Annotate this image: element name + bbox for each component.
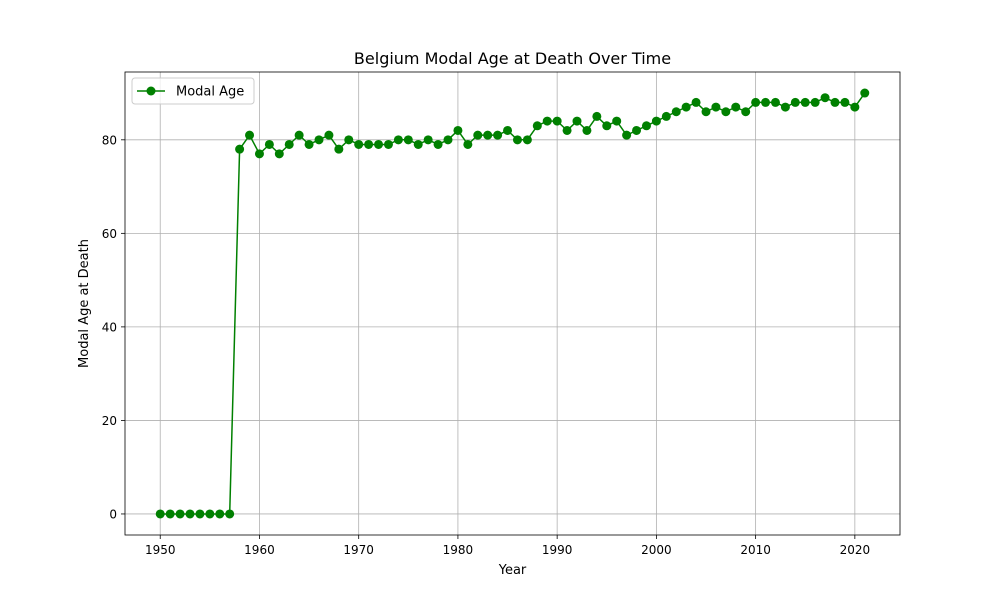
data-point	[582, 125, 592, 135]
data-point	[751, 97, 761, 107]
data-point	[433, 139, 443, 149]
x-tick-label: 2020	[840, 543, 871, 557]
data-point	[622, 130, 632, 140]
y-tick-label: 60	[102, 227, 117, 241]
data-point	[641, 121, 651, 131]
data-point	[671, 107, 681, 117]
data-point	[264, 139, 274, 149]
data-point	[761, 97, 771, 107]
data-point	[542, 116, 552, 126]
x-tick-label: 1980	[443, 543, 474, 557]
data-point	[850, 102, 860, 112]
data-point	[691, 97, 701, 107]
data-point	[483, 130, 493, 140]
chart-title: Belgium Modal Age at Death Over Time	[354, 49, 671, 68]
data-point	[780, 102, 790, 112]
data-point	[403, 135, 413, 145]
x-tick-label: 2010	[740, 543, 771, 557]
data-point	[185, 509, 195, 519]
data-point	[860, 88, 870, 98]
data-point	[651, 116, 661, 126]
grid	[125, 72, 900, 535]
data-point	[731, 102, 741, 112]
plot-frame	[124, 71, 901, 536]
y-axis-label: Modal Age at Death	[77, 239, 92, 368]
legend-box	[131, 77, 255, 105]
data-point	[254, 149, 264, 159]
series-layer	[155, 88, 870, 519]
data-point	[770, 97, 780, 107]
x-tick-label: 1990	[542, 543, 573, 557]
data-point	[175, 509, 185, 519]
data-point	[681, 102, 691, 112]
data-point	[334, 144, 344, 154]
data-point	[711, 102, 721, 112]
data-point	[443, 135, 453, 145]
data-point	[374, 139, 384, 149]
y-tick-label: 40	[102, 320, 117, 334]
data-point	[532, 121, 542, 131]
data-point	[284, 139, 294, 149]
data-point	[503, 125, 513, 135]
data-point	[552, 116, 562, 126]
data-point	[512, 135, 522, 145]
data-point	[423, 135, 433, 145]
data-point	[661, 111, 671, 121]
data-point	[562, 125, 572, 135]
data-point	[205, 509, 215, 519]
legend: Modal Age	[131, 77, 255, 105]
data-point	[721, 107, 731, 117]
data-point	[592, 111, 602, 121]
data-point	[294, 130, 304, 140]
legend-entry-modal-age: Modal Age	[176, 85, 244, 100]
data-point	[314, 135, 324, 145]
data-point	[612, 116, 622, 126]
data-point	[165, 509, 175, 519]
data-point	[324, 130, 334, 140]
data-point	[364, 139, 374, 149]
data-point	[155, 509, 165, 519]
data-point	[790, 97, 800, 107]
y-tick-label: 80	[102, 133, 117, 147]
data-point	[741, 107, 751, 117]
data-point	[195, 509, 205, 519]
x-tick-label: 1950	[145, 543, 176, 557]
x-axis-label: Year	[498, 563, 527, 578]
data-point	[354, 139, 364, 149]
data-point	[522, 135, 532, 145]
data-point	[393, 135, 403, 145]
data-point	[820, 93, 830, 103]
data-point	[413, 139, 423, 149]
data-point	[344, 135, 354, 145]
data-point	[215, 509, 225, 519]
data-point	[632, 125, 642, 135]
data-point	[235, 144, 245, 154]
data-point	[383, 139, 393, 149]
data-point	[453, 125, 463, 135]
data-point	[245, 130, 255, 140]
data-point	[572, 116, 582, 126]
data-point	[701, 107, 711, 117]
x-axis-ticks: 1950 1960 1970 1980 1990 2000 2010 2020	[145, 535, 870, 557]
data-point	[463, 139, 473, 149]
data-point	[602, 121, 612, 131]
x-tick-label: 1960	[244, 543, 275, 557]
x-tick-label: 2000	[641, 543, 672, 557]
data-point	[304, 139, 314, 149]
x-tick-label: 1970	[343, 543, 374, 557]
data-point	[473, 130, 483, 140]
data-point	[800, 97, 810, 107]
y-axis-ticks: 0 20 40 60 80	[102, 133, 125, 521]
data-point	[840, 97, 850, 107]
legend-marker-swatch	[146, 86, 156, 96]
data-point	[225, 509, 235, 519]
data-point	[493, 130, 503, 140]
data-point	[810, 97, 820, 107]
y-tick-label: 0	[109, 507, 117, 521]
data-point	[830, 97, 840, 107]
y-tick-label: 20	[102, 414, 117, 428]
data-point	[274, 149, 284, 159]
